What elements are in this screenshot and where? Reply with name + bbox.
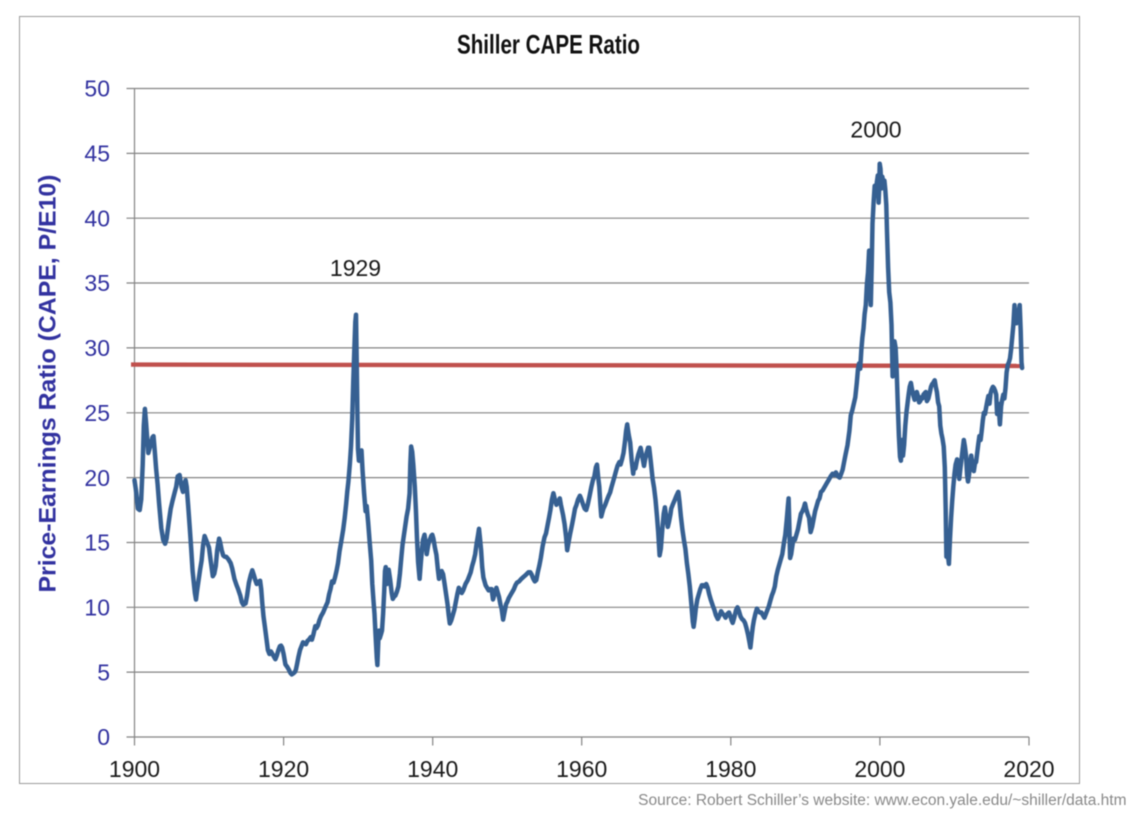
svg-text:2000: 2000	[854, 756, 905, 782]
svg-text:50: 50	[84, 76, 110, 102]
svg-text:5: 5	[97, 659, 110, 685]
svg-text:45: 45	[84, 141, 110, 167]
svg-text:1940: 1940	[407, 756, 458, 782]
svg-text:20: 20	[84, 465, 110, 491]
svg-text:1960: 1960	[556, 756, 607, 782]
svg-text:0: 0	[97, 724, 110, 750]
svg-text:25: 25	[84, 400, 110, 426]
svg-text:2000: 2000	[850, 117, 901, 143]
svg-text:Shiller CAPE Ratio: Shiller CAPE Ratio	[457, 30, 640, 60]
svg-text:1980: 1980	[705, 756, 756, 782]
svg-text:15: 15	[84, 530, 110, 556]
svg-text:1920: 1920	[258, 756, 309, 782]
svg-text:2020: 2020	[1003, 756, 1054, 782]
svg-text:35: 35	[84, 270, 110, 296]
svg-text:1929: 1929	[330, 255, 381, 281]
svg-text:1900: 1900	[109, 756, 160, 782]
svg-text:Price-Earnings Ratio (CAPE, P/: Price-Earnings Ratio (CAPE, P/E10)	[35, 175, 62, 593]
svg-text:10: 10	[84, 595, 110, 621]
svg-text:40: 40	[84, 205, 110, 231]
svg-text:30: 30	[84, 335, 110, 361]
svg-text:Source: Robert Schiller’s webs: Source: Robert Schiller’s website: www.e…	[638, 792, 1126, 809]
